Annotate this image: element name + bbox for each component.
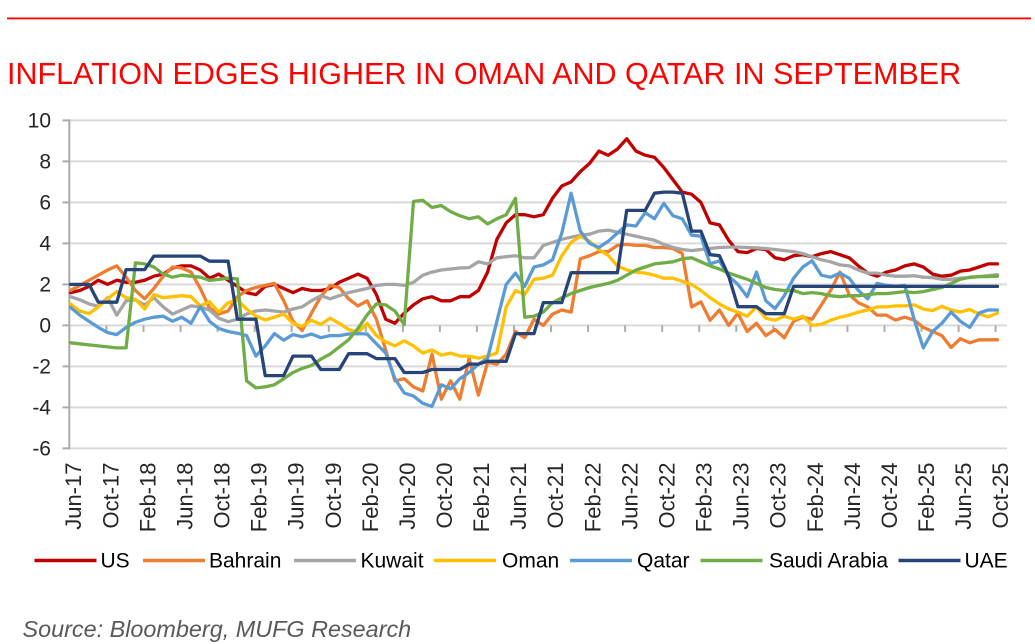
svg-text:Feb-25: Feb-25 bbox=[914, 463, 939, 533]
svg-text:US: US bbox=[101, 550, 130, 573]
svg-text:Oct-20: Oct-20 bbox=[432, 463, 457, 529]
svg-text:Jun-19: Jun-19 bbox=[284, 463, 309, 530]
svg-text:Jun-23: Jun-23 bbox=[729, 463, 754, 530]
svg-text:6: 6 bbox=[39, 191, 51, 214]
svg-text:2: 2 bbox=[39, 273, 51, 296]
svg-text:Jun-24: Jun-24 bbox=[840, 463, 865, 530]
svg-text:Qatar: Qatar bbox=[637, 550, 690, 573]
svg-text:Oct-17: Oct-17 bbox=[98, 463, 123, 529]
svg-text:Jun-17: Jun-17 bbox=[61, 463, 86, 530]
svg-text:-4: -4 bbox=[32, 396, 51, 419]
svg-text:0: 0 bbox=[39, 314, 51, 337]
svg-text:Jun-18: Jun-18 bbox=[172, 463, 197, 530]
svg-text:Oman: Oman bbox=[502, 550, 559, 573]
svg-text:Jun-22: Jun-22 bbox=[617, 463, 642, 530]
svg-text:Jun-25: Jun-25 bbox=[951, 463, 976, 530]
svg-text:Bahrain: Bahrain bbox=[209, 550, 281, 573]
svg-text:Oct-21: Oct-21 bbox=[543, 463, 568, 529]
svg-text:Feb-19: Feb-19 bbox=[247, 463, 272, 533]
svg-text:Oct-22: Oct-22 bbox=[655, 463, 680, 529]
svg-text:INFLATION EDGES HIGHER IN OMAN: INFLATION EDGES HIGHER IN OMAN AND QATAR… bbox=[7, 57, 961, 91]
svg-text:-6: -6 bbox=[32, 437, 51, 460]
svg-text:Oct-23: Oct-23 bbox=[766, 463, 791, 529]
svg-text:4: 4 bbox=[39, 232, 51, 255]
svg-text:-2: -2 bbox=[32, 355, 51, 378]
svg-text:Feb-20: Feb-20 bbox=[358, 463, 383, 533]
svg-text:Jun-20: Jun-20 bbox=[395, 463, 420, 530]
svg-text:Jun-21: Jun-21 bbox=[506, 463, 531, 530]
svg-text:Feb-23: Feb-23 bbox=[692, 463, 717, 533]
svg-text:Oct-19: Oct-19 bbox=[321, 463, 346, 529]
svg-text:10: 10 bbox=[28, 109, 51, 132]
svg-text:Oct-25: Oct-25 bbox=[988, 463, 1013, 529]
svg-text:Feb-21: Feb-21 bbox=[469, 463, 494, 533]
svg-text:Kuwait: Kuwait bbox=[361, 550, 424, 573]
svg-text:UAE: UAE bbox=[965, 550, 1008, 573]
svg-text:Oct-24: Oct-24 bbox=[877, 463, 902, 529]
svg-text:Feb-18: Feb-18 bbox=[135, 463, 160, 533]
svg-text:Source: Bloomberg, MUFG Resear: Source: Bloomberg, MUFG Research bbox=[23, 616, 412, 642]
svg-text:Oct-18: Oct-18 bbox=[210, 463, 235, 529]
svg-text:Feb-22: Feb-22 bbox=[580, 463, 605, 533]
svg-text:Feb-24: Feb-24 bbox=[803, 463, 828, 533]
svg-text:8: 8 bbox=[39, 150, 51, 173]
svg-text:Saudi Arabia: Saudi Arabia bbox=[769, 550, 888, 573]
